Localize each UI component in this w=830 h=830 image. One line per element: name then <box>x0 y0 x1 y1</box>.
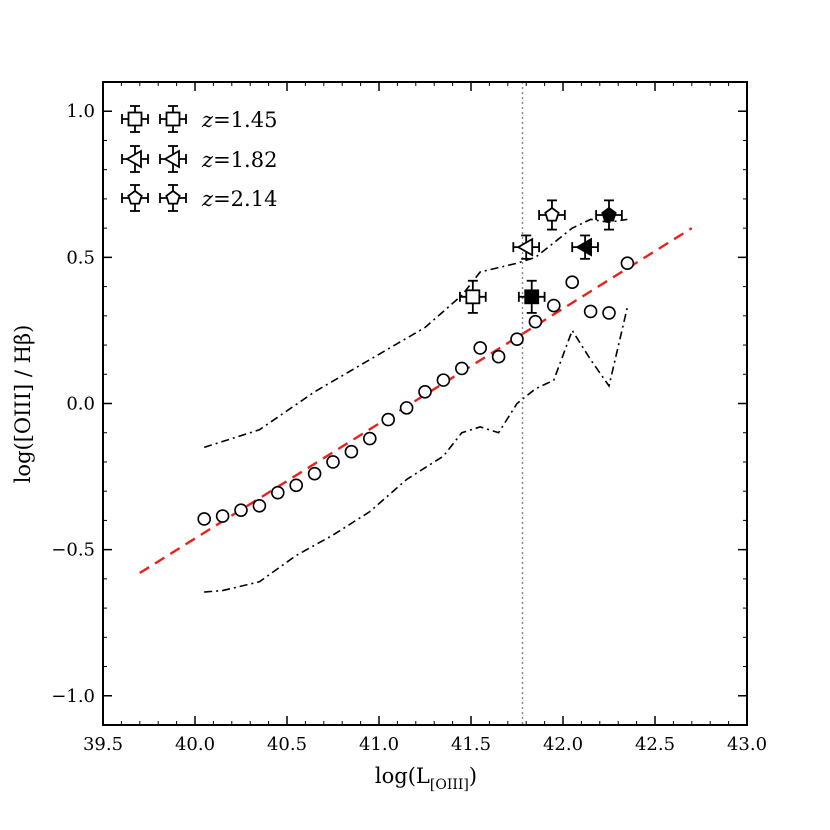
y-tick-label: −1.0 <box>51 686 95 707</box>
marker-pentagon-open <box>544 206 560 222</box>
x-tick-label: 39.5 <box>83 734 123 755</box>
x-tick-label: 41.0 <box>359 734 399 755</box>
marker-pentagon-filled <box>601 206 617 222</box>
binned-point <box>546 298 561 313</box>
legend-label: z=1.45 <box>201 108 277 132</box>
binned-point <box>602 306 616 320</box>
highlighted-point <box>512 234 540 260</box>
binned-point <box>270 485 285 500</box>
legend-marker-pentagon <box>165 189 181 205</box>
legend-label: z=2.14 <box>201 187 277 211</box>
legend-z-symbol: z <box>201 108 214 132</box>
legend-marker-square <box>165 111 181 127</box>
x-tick-label: 42.5 <box>635 734 675 755</box>
legend-z-value: =1.45 <box>213 108 277 132</box>
x-tick-label: 40.0 <box>175 734 215 755</box>
legend-entry: z=1.82 <box>121 145 277 173</box>
binned-point <box>583 304 598 319</box>
x-tick-label: 42.0 <box>543 734 583 755</box>
legend-z-symbol: z <box>201 187 214 211</box>
highlighted-point <box>517 279 546 314</box>
binned-point <box>362 431 377 446</box>
binned-point <box>234 503 248 517</box>
plot-frame <box>102 81 748 726</box>
upper-envelope-line <box>203 218 628 449</box>
legend-z-symbol: z <box>201 148 214 172</box>
marker-triangle-left-filled <box>575 237 592 257</box>
fit-line <box>139 227 693 575</box>
binned-point <box>510 332 524 347</box>
binned-points <box>197 256 635 526</box>
y-axis-label: log([OIII] / Hβ) <box>11 325 35 484</box>
plot-border <box>102 81 748 726</box>
binned-point <box>197 512 211 526</box>
legend-entry: z=2.14 <box>121 184 277 212</box>
binned-point <box>473 341 488 355</box>
highlighted-points <box>459 199 623 314</box>
highlighted-point <box>459 279 487 314</box>
y-tick-label: 0.0 <box>66 394 95 415</box>
y-tick-label: −0.5 <box>51 540 95 561</box>
binned-point <box>344 444 359 459</box>
x-axis-label: log(L[OIII]) <box>375 764 477 793</box>
binned-point <box>528 314 543 329</box>
binned-point <box>565 275 580 290</box>
x-tick-label: 41.5 <box>451 734 491 755</box>
binned-point <box>215 509 230 523</box>
highlighted-point <box>595 199 623 231</box>
marker-triangle-left-open <box>516 237 534 257</box>
legend-z-value: =2.14 <box>213 187 277 211</box>
legend-z-value: =1.82 <box>213 148 277 172</box>
binned-point <box>252 498 267 513</box>
highlighted-point <box>571 234 599 260</box>
lower-envelope-line <box>204 306 629 593</box>
binned-point <box>454 361 469 376</box>
binned-point <box>491 349 506 364</box>
legend-marker-pentagon <box>127 189 143 205</box>
binned-point <box>620 256 635 271</box>
binned-point <box>436 373 451 387</box>
binned-point <box>307 466 322 481</box>
legend-marker-triangle-left <box>125 149 142 169</box>
binned-point <box>418 385 432 399</box>
binned-point <box>381 412 396 427</box>
fit-line-group <box>139 227 693 575</box>
highlighted-point <box>538 199 566 231</box>
x-axis-ticks: 39.5 40.0 40.5 41.0 41.5 42.0 42.5 43.0 <box>83 82 767 755</box>
x-tick-label: 43.0 <box>727 734 767 755</box>
y-tick-label: 0.5 <box>66 247 95 268</box>
legend-marker-triangle-left <box>163 149 180 169</box>
binned-point <box>326 455 340 469</box>
legend: z=1.45z=1.82z=2.14 <box>121 105 277 212</box>
y-axis-ticks: −1.0 −0.5 0.0 0.5 1.0 <box>51 81 747 726</box>
binned-point <box>399 401 414 415</box>
marker-square-open <box>465 289 481 305</box>
legend-marker-square <box>127 111 143 127</box>
marker-square-filled <box>524 289 540 305</box>
y-tick-label: 1.0 <box>66 101 95 122</box>
envelope-lines <box>203 218 629 593</box>
legend-label: z=1.82 <box>201 148 277 172</box>
binned-point <box>289 478 304 493</box>
legend-entry: z=1.45 <box>121 105 277 133</box>
x-tick-label: 40.5 <box>267 734 307 755</box>
